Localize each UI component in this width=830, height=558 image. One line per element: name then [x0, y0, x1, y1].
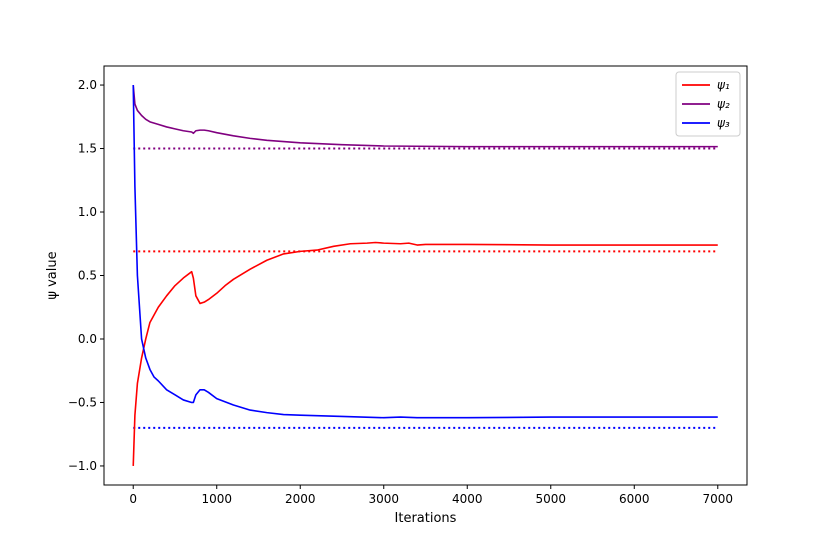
legend-label-2: ψ₂: [717, 97, 730, 111]
legend: ψ₁ ψ₂ ψ₃: [675, 71, 741, 137]
y-tick-label: 1.5: [78, 142, 97, 156]
y-tick-label: 0.0: [78, 332, 97, 346]
y-axis-ticks: −1.0 −0.5 0.0 0.5 1.0 1.5 2.0: [68, 78, 104, 473]
y-axis-label: ψ value: [45, 251, 60, 299]
x-tick-label: 6000: [619, 492, 650, 506]
x-tick-label: 5000: [535, 492, 566, 506]
y-tick-label: 2.0: [78, 78, 97, 92]
y-tick-label: 0.5: [78, 269, 97, 283]
plot-area: [104, 66, 747, 485]
y-tick-label: −0.5: [68, 395, 97, 409]
series-line-3: [132, 85, 718, 419]
x-axis-ticks: 0 1000 2000 3000 4000 5000 6000 7000: [129, 485, 733, 506]
y-tick-label: 1.0: [78, 205, 97, 219]
x-tick-label: 7000: [702, 492, 733, 506]
x-tick-label: 2000: [285, 492, 316, 506]
series-line-2: [132, 84, 718, 148]
legend-label-3: ψ₃: [717, 116, 730, 130]
legend-label-1: ψ₁: [717, 78, 730, 92]
x-tick-label: 3000: [368, 492, 399, 506]
x-tick-label: 0: [129, 492, 137, 506]
y-tick-label: −1.0: [68, 459, 97, 473]
x-tick-label: 1000: [201, 492, 232, 506]
series-lines: [132, 84, 718, 466]
series-line-1: [132, 241, 718, 466]
x-axis-label: Iterations: [395, 511, 457, 526]
x-tick-label: 4000: [452, 492, 483, 506]
